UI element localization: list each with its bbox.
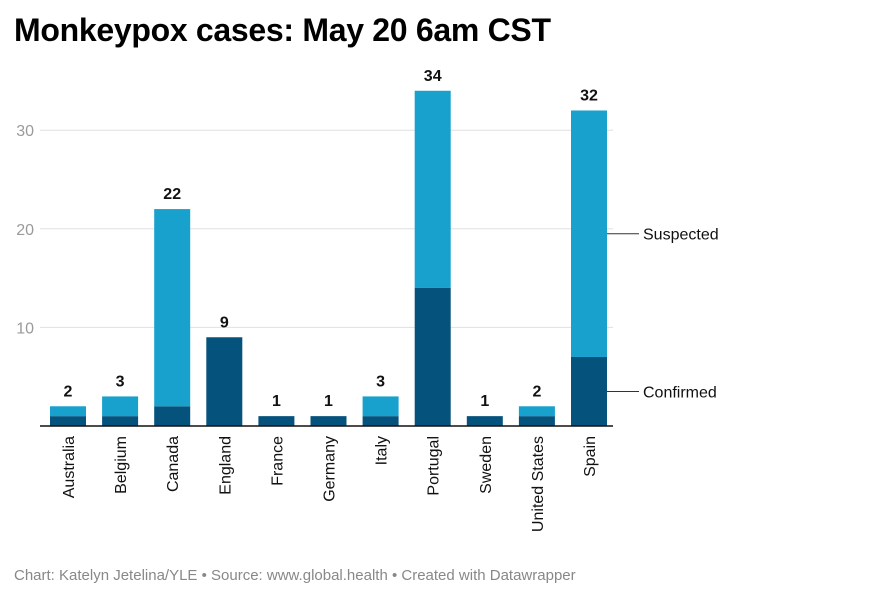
bar-suspected-portugal — [414, 90, 451, 288]
bar-confirmed-australia — [50, 416, 86, 426]
chart-credit: Chart: Katelyn Jetelina/YLE • Source: ww… — [14, 567, 576, 584]
x-tick-label-germany: Germany — [322, 436, 339, 502]
bar-suspected-united-states — [518, 406, 555, 417]
bar-total-label-germany: 1 — [324, 393, 333, 410]
x-tick-label-italy: Italy — [374, 436, 391, 465]
bar-total-label-france: 1 — [272, 393, 281, 410]
bar-confirmed-england — [206, 337, 243, 426]
y-axis-tick-labels: 10 20 30 — [16, 123, 34, 337]
bar-total-label-portugal: 34 — [424, 68, 442, 85]
x-tick-label-sweden: Sweden — [478, 436, 495, 494]
x-tick-label-united-states: United States — [530, 436, 547, 532]
x-tick-label-france: France — [269, 436, 286, 486]
gridlines — [40, 129, 613, 328]
bar-confirmed-canada — [154, 406, 191, 426]
bar-confirmed-portugal — [414, 287, 451, 426]
bar-confirmed-germany — [310, 416, 347, 426]
x-tick-label-belgium: Belgium — [113, 436, 130, 494]
x-tick-label-portugal: Portugal — [426, 436, 443, 496]
bar-suspected-italy — [362, 396, 399, 417]
bar-total-label-italy: 3 — [376, 373, 385, 390]
bar-suspected-australia — [50, 406, 86, 417]
bar-confirmed-sweden — [466, 416, 503, 426]
bar-total-label-canada: 22 — [163, 186, 181, 203]
bar-total-label-belgium: 3 — [116, 373, 125, 390]
bar-total-label-united-states: 2 — [532, 383, 541, 400]
bar-suspected-spain — [571, 110, 607, 357]
bar-total-label-australia: 2 — [64, 383, 73, 400]
bar-total-labels: 2 3 22 9 1 1 3 34 1 2 32 — [64, 68, 598, 410]
y-tick-label-10: 10 — [16, 320, 34, 337]
bar-confirmed-italy — [362, 416, 399, 426]
x-tick-label-australia: Australia — [61, 436, 78, 498]
series-labels: Suspected Confirmed — [607, 227, 719, 401]
bar-confirmed-united-states — [518, 416, 555, 426]
chart-title: Monkeypox cases: May 20 6am CST — [14, 12, 551, 48]
x-tick-label-canada: Canada — [165, 436, 182, 492]
bar-suspected-belgium — [102, 396, 139, 417]
bar-total-label-sweden: 1 — [480, 393, 489, 410]
y-tick-label-20: 20 — [16, 222, 34, 239]
bar-total-label-spain: 32 — [580, 87, 598, 104]
bar-confirmed-france — [258, 416, 295, 426]
y-tick-label-30: 30 — [16, 123, 34, 140]
bar-suspected-canada — [154, 209, 191, 407]
bars — [50, 90, 607, 426]
x-axis-tick-labels: Australia Belgium Canada England France Germa… — [61, 436, 599, 532]
x-tick-label-spain: Spain — [582, 436, 599, 477]
bar-confirmed-belgium — [102, 416, 139, 426]
series-label-confirmed: Confirmed — [643, 384, 717, 401]
bar-confirmed-spain — [571, 356, 607, 426]
x-tick-label-england: England — [217, 436, 234, 495]
series-label-suspected: Suspected — [643, 227, 719, 244]
bar-total-label-england: 9 — [220, 314, 229, 331]
